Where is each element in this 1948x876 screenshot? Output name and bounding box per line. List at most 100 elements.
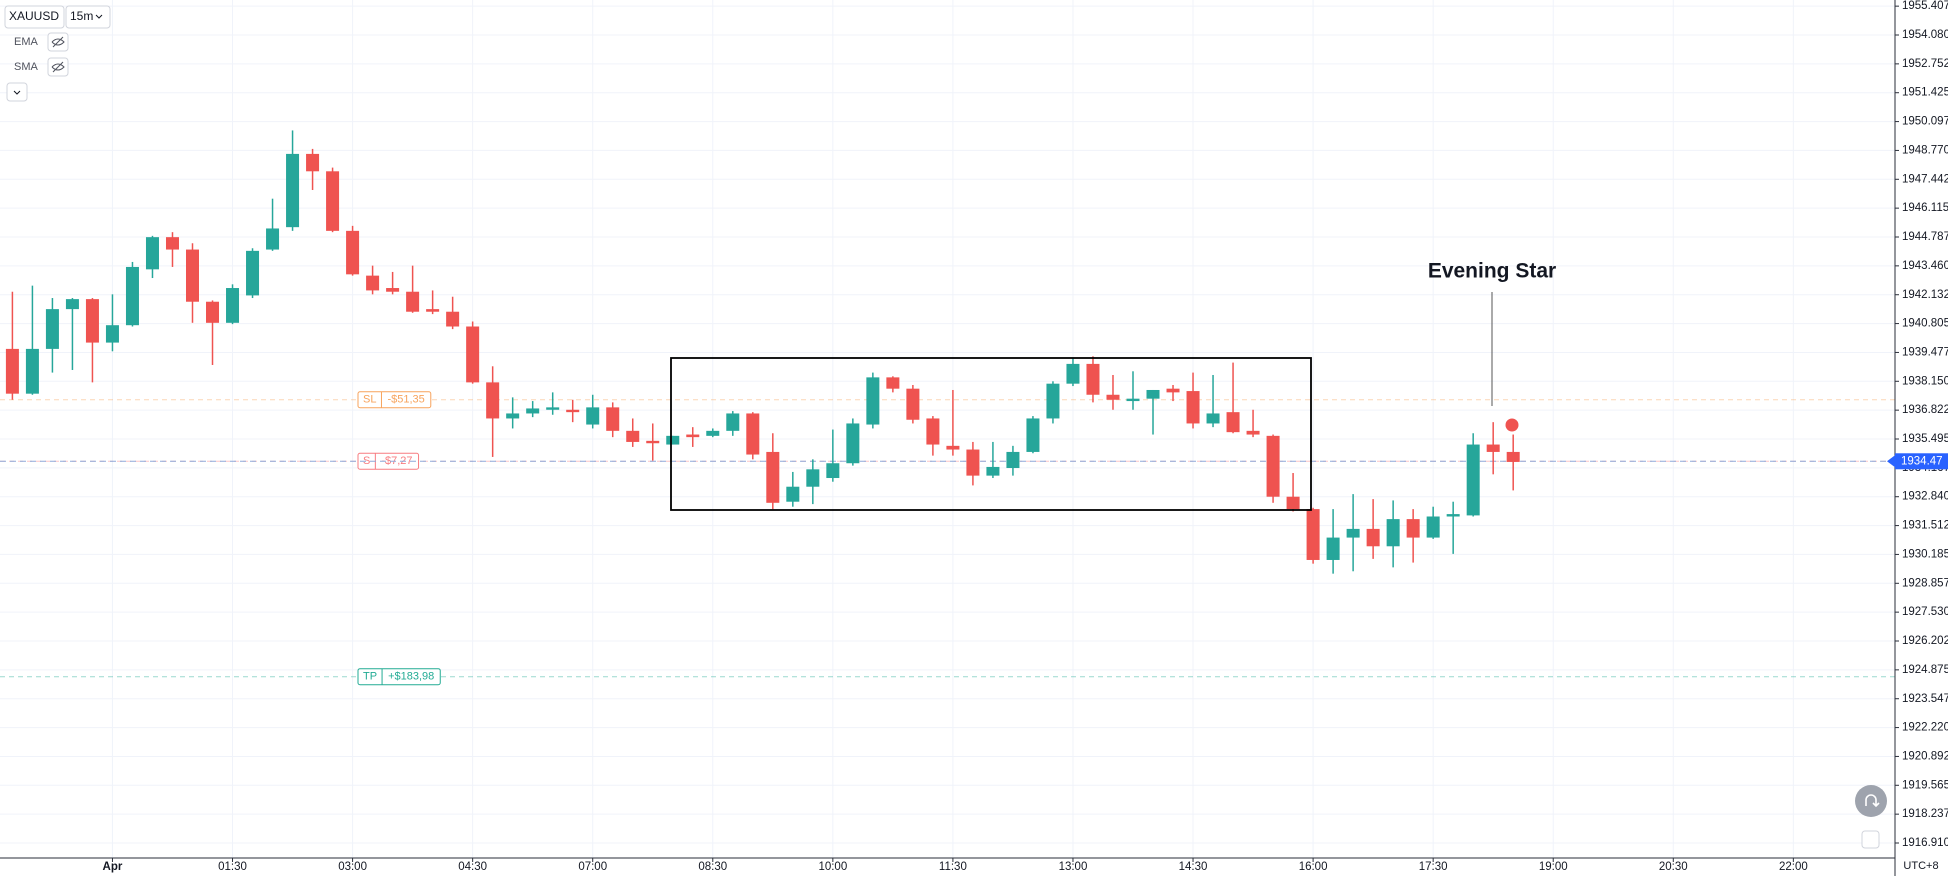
y-tick-label: 1955.407	[1902, 0, 1948, 12]
candle-body	[966, 449, 980, 476]
candle-body	[766, 451, 780, 503]
y-tick-label: 1926.202	[1902, 635, 1948, 647]
candle-body	[626, 430, 640, 442]
screenshot-button[interactable]	[1861, 830, 1880, 849]
scroll-button[interactable]	[1855, 785, 1887, 817]
candle-body	[1186, 391, 1200, 424]
y-tick-label: 1919.565	[1902, 779, 1948, 791]
candle-body	[986, 466, 1000, 476]
order-pnl: +$183,98	[388, 671, 434, 683]
x-tick-label: 16:00	[1299, 861, 1328, 873]
x-tick-label: 08:30	[698, 861, 727, 873]
last-price-box	[1895, 453, 1948, 470]
candle-body	[165, 237, 179, 250]
candle-body	[25, 348, 39, 394]
candle-body	[326, 171, 340, 231]
candle-body	[1226, 412, 1240, 433]
symbol-button[interactable]	[4, 5, 65, 29]
range-box	[670, 357, 1312, 511]
candle-body	[1086, 363, 1100, 395]
y-tick-label: 1950.097	[1902, 116, 1948, 128]
candle-body	[926, 418, 940, 445]
candle-body	[1486, 444, 1500, 452]
order-type: SL	[363, 394, 376, 406]
candle-body	[125, 266, 139, 326]
y-tick-label: 1918.237	[1902, 808, 1948, 820]
y-tick-label: 1931.512	[1902, 520, 1948, 532]
y-tick-label: 1952.752	[1902, 58, 1948, 70]
candle-body	[686, 434, 700, 438]
candle-body	[426, 309, 440, 312]
x-tick-label: 04:30	[458, 861, 487, 873]
candle-body	[105, 325, 119, 343]
candle-body	[546, 407, 560, 410]
order-label[interactable]: TP +$183,98	[357, 668, 441, 686]
candle-body	[1146, 389, 1160, 399]
indicator[interactable]: SMA	[14, 61, 39, 73]
trade-badge[interactable]	[1505, 418, 1519, 432]
y-tick-label: 1939.477	[1902, 346, 1948, 358]
candle-body	[206, 301, 220, 323]
collapse-button[interactable]	[6, 82, 28, 102]
x-tick-label: 10:00	[818, 861, 847, 873]
y-tick-label: 1954.080	[1902, 29, 1948, 41]
candle-body	[826, 463, 840, 479]
candle-body	[486, 382, 500, 419]
candle-body	[746, 413, 760, 455]
order-pnl: -$51,35	[387, 394, 424, 406]
y-tick-label: 1928.857	[1902, 577, 1948, 589]
candle-body	[1266, 435, 1280, 497]
candle-body	[1426, 516, 1440, 538]
y-tick-label: 1948.770	[1902, 144, 1948, 156]
candle-body	[246, 250, 260, 296]
candle-body	[786, 486, 800, 502]
x-tick-label: 01:30	[218, 861, 247, 873]
x-tick-label: 19:00	[1539, 861, 1568, 873]
candle-body	[1066, 363, 1080, 384]
candle-body	[946, 445, 960, 450]
candle-body	[45, 309, 59, 349]
x-tick-label: Apr	[103, 861, 123, 873]
timezone[interactable]: UTC+8	[1903, 860, 1938, 872]
indicator[interactable]: EMA	[14, 36, 39, 48]
y-tick-label: 1936.822	[1902, 404, 1948, 416]
order-box	[357, 391, 432, 409]
x-tick-label: 20:30	[1659, 861, 1688, 873]
candle-body	[1246, 430, 1260, 435]
candle-body	[1466, 444, 1480, 516]
candle-body	[1046, 383, 1060, 419]
x-tick-label: 17:30	[1419, 861, 1448, 873]
y-tick-label: 1927.530	[1902, 606, 1948, 618]
candle-body	[1206, 413, 1220, 424]
candle-body	[1366, 528, 1380, 547]
y-tick-label: 1935.495	[1902, 433, 1948, 445]
x-tick-label: 13:00	[1059, 861, 1088, 873]
order-label[interactable]: SL -$51,35	[357, 391, 432, 409]
chevron	[13, 90, 21, 95]
symbol: XAUUSD	[9, 9, 59, 23]
candle-body	[1026, 418, 1040, 452]
last-price-arrow	[1887, 455, 1895, 468]
y-tick-label: 1923.547	[1902, 693, 1948, 705]
candle-body	[646, 440, 660, 444]
candle-body	[446, 311, 460, 327]
order-label[interactable]: S -$7,27	[357, 452, 420, 470]
last-price-label: 1934.47	[1901, 455, 1943, 467]
interval: 15m	[70, 9, 93, 23]
order-box	[357, 452, 420, 470]
candle-body	[1406, 519, 1420, 538]
candle-body	[526, 408, 540, 414]
candle-body	[226, 288, 240, 323]
candle-body	[1106, 394, 1120, 400]
candle-body	[346, 230, 360, 275]
candle-body	[1286, 496, 1300, 510]
candle-body	[306, 153, 320, 172]
chevron	[95, 14, 103, 19]
eye-off-icon	[51, 61, 65, 73]
y-tick-label: 1940.805	[1902, 318, 1948, 330]
interval-button[interactable]	[65, 5, 111, 29]
scroll-icon	[1865, 794, 1880, 808]
candle-body	[145, 237, 159, 270]
